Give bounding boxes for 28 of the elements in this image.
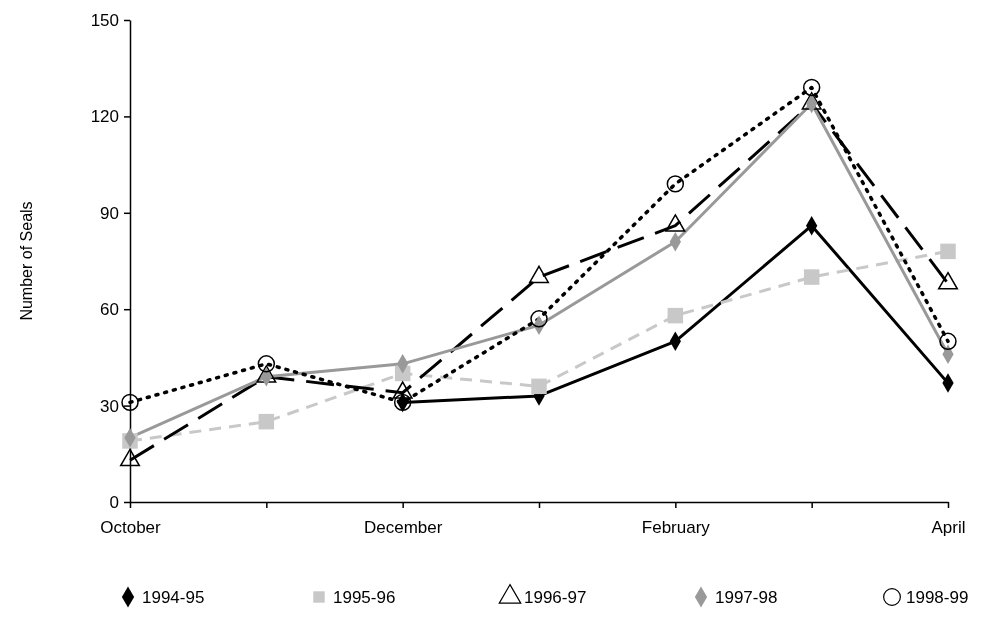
y-tick-label: 120: [90, 107, 119, 127]
legend-label: 1998-99: [906, 588, 969, 607]
point: [257, 355, 276, 373]
point: [667, 307, 684, 324]
point: [121, 393, 139, 412]
point: [530, 310, 548, 328]
legend-label: 1996-97: [524, 588, 587, 607]
y-tick-label: 0: [109, 492, 119, 512]
y-tick-label: 90: [100, 203, 119, 223]
x-tick-label: October: [100, 518, 162, 538]
point: [666, 175, 685, 193]
y-tick-label: 150: [90, 10, 119, 30]
x-tick-label: February: [641, 518, 711, 538]
y-tick-label: 60: [100, 300, 119, 320]
x-tick-label: December: [363, 518, 443, 538]
x-tick-label: April: [931, 518, 966, 538]
legend-label: 1997-98: [715, 588, 778, 607]
point: [393, 393, 412, 412]
y-axis-title: Number of Seals: [18, 201, 35, 321]
point: [939, 332, 957, 351]
point: [531, 378, 547, 395]
point: [940, 243, 956, 260]
legend-label: 1994-95: [142, 588, 205, 607]
y-tick-label: 30: [100, 396, 119, 416]
legend-label: 1995-96: [333, 588, 396, 607]
point: [803, 269, 820, 285]
point: [802, 78, 821, 97]
point: [258, 413, 275, 430]
